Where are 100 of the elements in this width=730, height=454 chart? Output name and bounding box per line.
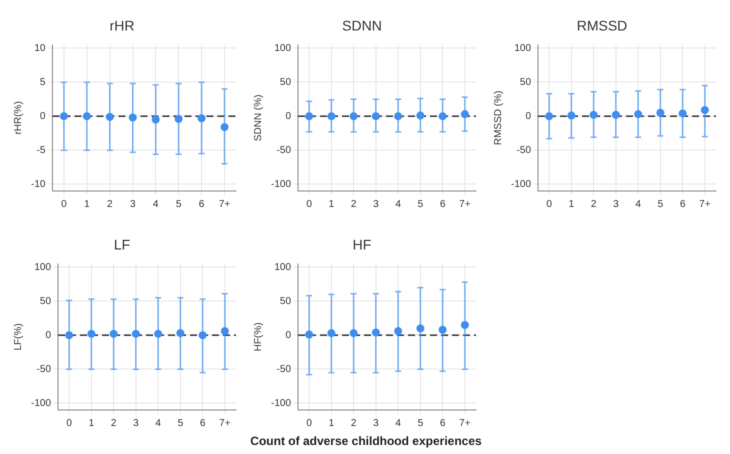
- y-tick-label: 5: [40, 76, 46, 88]
- x-tick-label: 3: [133, 418, 140, 429]
- x-tick-label: 5: [418, 418, 424, 429]
- point: [438, 326, 447, 334]
- point: [198, 114, 206, 122]
- point: [416, 324, 424, 332]
- x-tick-label: 2: [350, 418, 357, 429]
- x-tick-label: 2: [110, 418, 117, 429]
- x-tick-label: 5: [658, 198, 664, 210]
- y-axis-title: LF(%): [12, 323, 24, 351]
- chart-title: SDNN: [342, 17, 382, 34]
- point: [152, 116, 160, 124]
- y-axis-title: HF(%): [252, 322, 264, 352]
- x-tick-label: 4: [155, 418, 162, 429]
- point: [567, 112, 576, 120]
- x-tick-label: 5: [176, 198, 182, 210]
- x-tick-label: 1: [328, 198, 335, 210]
- x-tick-label: 0: [66, 418, 72, 429]
- x-tick-label: 6: [440, 198, 446, 210]
- x-tick-label: 2: [107, 198, 114, 210]
- x-tick-label: 1: [568, 198, 575, 210]
- y-tick-label: -50: [276, 364, 292, 375]
- point: [305, 330, 314, 339]
- x-tick-label: 7+: [459, 418, 471, 429]
- point: [372, 328, 380, 336]
- x-tick-label: 3: [130, 198, 136, 210]
- x-tick-label: 2: [590, 198, 597, 210]
- y-axis-title: rHR(%): [12, 101, 24, 135]
- x-tick-label: 4: [395, 198, 402, 210]
- point: [220, 123, 229, 132]
- chart-title: RMSSD: [576, 17, 628, 34]
- y-tick-label: -50: [276, 144, 292, 156]
- point: [327, 329, 336, 338]
- point: [634, 110, 642, 118]
- y-tick-label: -100: [271, 398, 292, 409]
- point: [350, 329, 358, 338]
- point: [590, 110, 598, 119]
- x-tick-label: 3: [373, 198, 380, 210]
- y-tick-label: 50: [520, 76, 532, 88]
- y-tick-label: 0: [285, 110, 292, 122]
- point: [700, 106, 709, 114]
- x-tick-label: 0: [546, 198, 552, 210]
- point: [656, 108, 664, 117]
- x-tick-label: 7+: [459, 198, 471, 210]
- y-tick-label: 100: [514, 42, 532, 54]
- x-tick-label: 0: [306, 418, 312, 429]
- point: [174, 114, 183, 123]
- chart-title: LF: [114, 236, 130, 252]
- point: [612, 110, 620, 119]
- chart-title: HF: [352, 236, 372, 252]
- chart-title: rHR: [110, 17, 134, 34]
- point: [60, 112, 68, 120]
- y-tick-label: -100: [271, 178, 292, 190]
- point: [106, 112, 114, 121]
- y-tick-label: 100: [274, 42, 292, 54]
- x-tick-label: 6: [680, 198, 686, 210]
- y-tick-label: -50: [36, 364, 52, 375]
- x-tick-label: 4: [635, 198, 642, 210]
- y-tick-label: 10: [34, 42, 46, 54]
- x-tick-label: 0: [306, 198, 312, 210]
- x-tick-label: 5: [178, 418, 184, 429]
- point: [394, 327, 402, 336]
- x-tick-label: 6: [200, 418, 206, 429]
- x-tick-label: 3: [373, 418, 380, 429]
- x-tick-label: 7+: [699, 198, 711, 210]
- point: [678, 109, 687, 118]
- y-tick-label: 0: [285, 330, 292, 341]
- x-tick-label: 2: [350, 198, 357, 210]
- point: [128, 114, 137, 122]
- x-tick-label: 1: [84, 198, 90, 210]
- y-tick-label: 100: [274, 262, 292, 273]
- point: [545, 112, 554, 120]
- x-tick-label: 0: [61, 198, 68, 210]
- y-axis-title: SDNN (%): [252, 94, 264, 142]
- x-tick-label: 5: [418, 198, 424, 210]
- y-tick-label: 50: [280, 76, 292, 88]
- point: [82, 112, 91, 120]
- y-tick-label: 50: [40, 296, 52, 307]
- x-tick-label: 7+: [219, 418, 231, 429]
- y-tick-label: 0: [525, 110, 532, 122]
- point: [460, 321, 469, 329]
- y-axis-title: RMSSD (%): [492, 90, 504, 146]
- x-tick-label: 6: [198, 198, 205, 210]
- y-tick-label: -10: [31, 178, 46, 190]
- y-tick-label: 50: [280, 296, 292, 307]
- x-tick-label: 1: [88, 418, 95, 429]
- y-tick-label: 0: [45, 330, 52, 341]
- y-tick-label: -5: [36, 144, 46, 156]
- x-axis-title: Count of adverse childhood experiences: [249, 434, 483, 448]
- y-tick-label: -100: [511, 178, 532, 190]
- y-tick-label: -100: [31, 398, 52, 409]
- x-tick-label: 4: [395, 418, 402, 429]
- x-tick-label: 7+: [218, 198, 230, 210]
- x-tick-label: 4: [152, 198, 159, 210]
- x-tick-label: 6: [440, 418, 446, 429]
- y-tick-label: 0: [40, 110, 46, 122]
- x-tick-label: 3: [613, 198, 620, 210]
- y-tick-label: -50: [516, 144, 532, 156]
- x-tick-label: 1: [328, 418, 335, 429]
- y-tick-label: 100: [34, 262, 52, 273]
